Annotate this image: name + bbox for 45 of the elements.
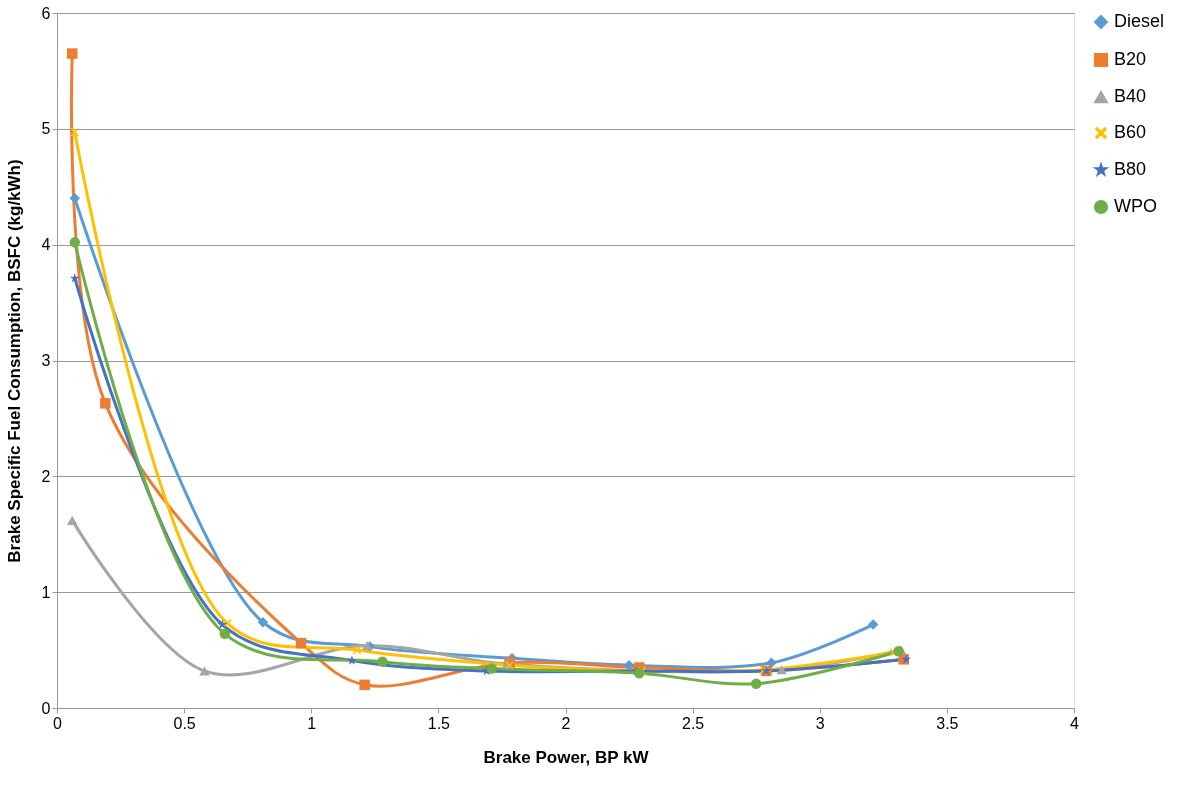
point bbox=[69, 237, 81, 248]
x-tick-label: 1.5 bbox=[427, 714, 451, 732]
point bbox=[67, 48, 78, 59]
x-tick-label: 2.5 bbox=[682, 714, 705, 732]
x-tick-label: 0.5 bbox=[173, 714, 196, 732]
y-axis-title: Brake Specific Fuel Consumption, BSFC (kg/kWh) bbox=[4, 159, 24, 563]
legend-label: B20 bbox=[1114, 49, 1147, 69]
point bbox=[67, 515, 78, 525]
legend-label: B80 bbox=[1114, 159, 1147, 179]
point bbox=[217, 619, 228, 629]
y-tick-label: 6 bbox=[41, 4, 51, 22]
legend-label: B40 bbox=[1114, 86, 1147, 106]
point bbox=[486, 663, 498, 674]
point bbox=[377, 656, 388, 667]
y-tick-label: 3 bbox=[41, 352, 51, 369]
point bbox=[199, 666, 210, 676]
legend-label: Diesel bbox=[1114, 11, 1165, 31]
point bbox=[867, 619, 879, 630]
point bbox=[766, 657, 777, 669]
point bbox=[750, 678, 762, 689]
point bbox=[257, 617, 269, 628]
legend-label: WPO bbox=[1114, 196, 1157, 216]
point bbox=[346, 655, 357, 665]
point bbox=[69, 273, 80, 283]
point bbox=[219, 628, 231, 640]
legend-label: B60 bbox=[1114, 122, 1147, 142]
x-tick-label: 3 bbox=[815, 714, 825, 732]
y-tick-label: 4 bbox=[41, 236, 51, 254]
y-tick-label: 1 bbox=[41, 583, 51, 601]
point bbox=[623, 659, 635, 671]
y-tick-label: 0 bbox=[41, 699, 51, 717]
x-tick-label: 1 bbox=[307, 714, 317, 732]
point bbox=[352, 645, 362, 655]
x-tick-label: 4 bbox=[1070, 714, 1080, 732]
point bbox=[295, 637, 307, 649]
x-axis-title: Brake Power, BP kW bbox=[483, 747, 650, 767]
y-tick-label: 5 bbox=[41, 120, 51, 138]
x-tick-label: 2 bbox=[561, 714, 571, 732]
point bbox=[100, 398, 111, 409]
x-tick-label: 0 bbox=[53, 714, 63, 732]
y-tick-label: 2 bbox=[41, 467, 51, 485]
point bbox=[776, 665, 787, 675]
x-tick-label: 3.5 bbox=[936, 714, 959, 732]
point bbox=[69, 193, 81, 204]
point bbox=[359, 679, 370, 691]
